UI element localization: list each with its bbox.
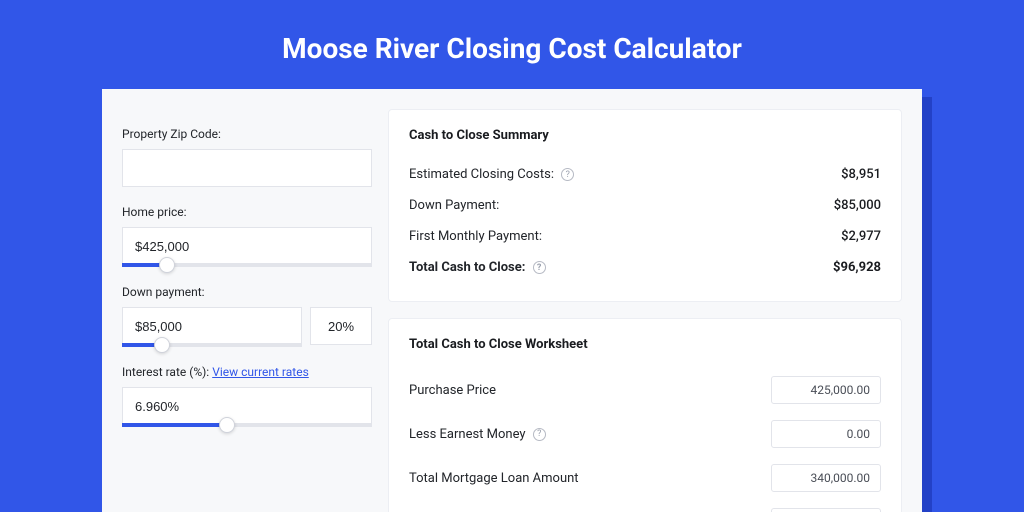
worksheet-card: Total Cash to Close Worksheet Purchase P…	[388, 318, 902, 512]
home-price-slider[interactable]	[122, 263, 372, 267]
worksheet-row-label-text: Less Earnest Money	[409, 427, 526, 442]
worksheet-row-label: Purchase Price	[409, 383, 496, 398]
worksheet-row-label: Less Earnest Money ?	[409, 427, 546, 442]
summary-row-label: First Monthly Payment:	[409, 229, 542, 244]
down-payment-pct-input[interactable]	[310, 307, 372, 345]
interest-label-text: Interest rate (%):	[122, 365, 212, 379]
summary-total-label: Total Cash to Close: ?	[409, 260, 546, 275]
interest-slider-thumb[interactable]	[219, 417, 235, 433]
inputs-column: Property Zip Code: Home price: Down paym…	[122, 109, 372, 512]
page-title: Moose River Closing Cost Calculator	[0, 0, 1024, 89]
summary-total-row: Total Cash to Close: ? $96,928	[409, 252, 881, 283]
summary-row: First Monthly Payment: $2,977	[409, 221, 881, 252]
help-icon[interactable]: ?	[561, 168, 574, 181]
worksheet-row-value: 340,000.00	[771, 464, 881, 492]
worksheet-row: Less Earnest Money ? 0.00	[409, 412, 881, 456]
calculator-wrapper: Property Zip Code: Home price: Down paym…	[102, 89, 922, 512]
down-payment-slider[interactable]	[122, 343, 302, 347]
home-price-field-group: Home price:	[122, 205, 372, 267]
home-price-slider-thumb[interactable]	[159, 257, 175, 273]
calculator-panel: Property Zip Code: Home price: Down paym…	[102, 89, 922, 512]
interest-slider-fill	[122, 423, 227, 427]
help-icon[interactable]: ?	[533, 428, 546, 441]
results-column: Cash to Close Summary Estimated Closing …	[388, 109, 902, 512]
worksheet-row-value: 425,000.00	[771, 376, 881, 404]
worksheet-row-value: 0.00	[771, 420, 881, 448]
summary-title: Cash to Close Summary	[409, 128, 881, 143]
interest-input[interactable]	[122, 387, 372, 425]
down-payment-label: Down payment:	[122, 285, 372, 299]
interest-label: Interest rate (%): View current rates	[122, 365, 372, 379]
summary-total-label-text: Total Cash to Close:	[409, 260, 525, 275]
home-price-input[interactable]	[122, 227, 372, 265]
worksheet-row-label: Total Mortgage Loan Amount	[409, 471, 579, 486]
worksheet-row-value: 0.00	[771, 508, 881, 512]
help-icon[interactable]: ?	[533, 261, 546, 274]
summary-row-value: $85,000	[834, 198, 881, 213]
worksheet-row: Total Second Mortgage Amount 0.00	[409, 500, 881, 512]
worksheet-title: Total Cash to Close Worksheet	[409, 337, 881, 352]
view-rates-link[interactable]: View current rates	[212, 365, 309, 379]
summary-row: Estimated Closing Costs: ? $8,951	[409, 159, 881, 190]
down-payment-input[interactable]	[122, 307, 302, 345]
summary-row-label: Estimated Closing Costs: ?	[409, 167, 574, 182]
summary-card: Cash to Close Summary Estimated Closing …	[388, 109, 902, 302]
summary-row-label: Down Payment:	[409, 198, 499, 213]
summary-row: Down Payment: $85,000	[409, 190, 881, 221]
summary-row-value: $2,977	[841, 229, 881, 244]
down-payment-field-group: Down payment:	[122, 285, 372, 347]
summary-total-value: $96,928	[833, 260, 881, 275]
home-price-label: Home price:	[122, 205, 372, 219]
down-payment-slider-thumb[interactable]	[154, 337, 170, 353]
worksheet-row: Purchase Price 425,000.00	[409, 368, 881, 412]
worksheet-row: Total Mortgage Loan Amount 340,000.00	[409, 456, 881, 500]
zip-field-group: Property Zip Code:	[122, 127, 372, 187]
summary-row-value: $8,951	[841, 167, 881, 182]
interest-field-group: Interest rate (%): View current rates	[122, 365, 372, 427]
zip-input[interactable]	[122, 149, 372, 187]
summary-row-label-text: Estimated Closing Costs:	[409, 167, 554, 182]
zip-label: Property Zip Code:	[122, 127, 372, 141]
interest-slider[interactable]	[122, 423, 372, 427]
